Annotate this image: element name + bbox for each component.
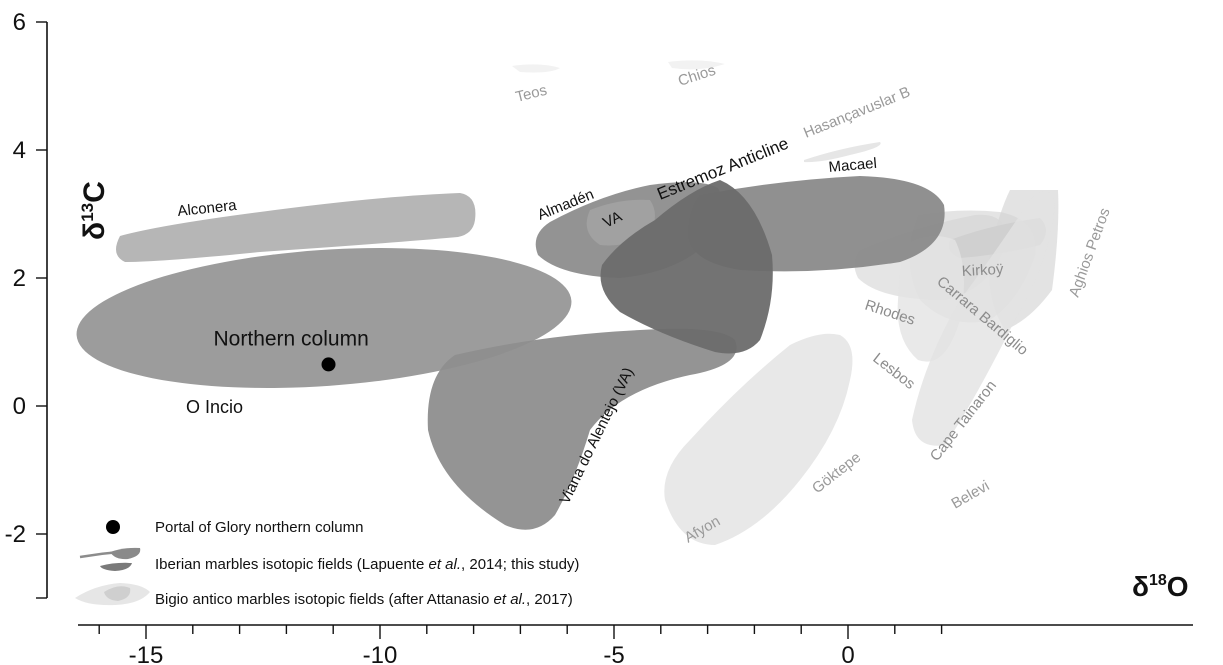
point-northern-column bbox=[321, 357, 336, 372]
label-va: VA bbox=[600, 208, 624, 232]
label-hasancavuslar: Hasançavuslar B bbox=[801, 83, 913, 141]
bigio-fields bbox=[512, 60, 1059, 545]
legend-iberian-swatch bbox=[79, 547, 141, 571]
y-tick-label: 6 bbox=[13, 9, 26, 36]
x-axis-title: δ18O bbox=[1132, 571, 1189, 602]
label-o-incio: O Incio bbox=[186, 397, 243, 417]
field-goktepe bbox=[664, 333, 853, 545]
x-tick-label: -5 bbox=[603, 642, 624, 665]
legend-bigio-swatch bbox=[75, 583, 150, 606]
field-alconera bbox=[116, 193, 476, 262]
label-lesbos: Lesbos bbox=[870, 350, 919, 393]
label-teos: Teos bbox=[514, 82, 549, 106]
x-tick-label: -15 bbox=[129, 642, 164, 665]
legend-entry-bigio: Bigio antico marbles isotopic fields (af… bbox=[75, 583, 573, 608]
label-aghios-petros: Aghios Petros bbox=[1066, 206, 1114, 300]
y-axis-title: δ13C bbox=[78, 181, 111, 240]
label-macael: Macael bbox=[828, 155, 878, 176]
y-tick-label: -2 bbox=[5, 521, 26, 548]
x-tick-label: 0 bbox=[841, 642, 854, 665]
legend: Portal of Glory northern column Iberian … bbox=[75, 519, 579, 608]
data-points: Northern column bbox=[214, 327, 369, 372]
field-chios bbox=[668, 60, 725, 70]
field-teos bbox=[512, 64, 560, 73]
label-belevi: Belevi bbox=[949, 477, 993, 512]
y-tick-label: 0 bbox=[13, 393, 26, 420]
field-viana-do-alentejo bbox=[427, 328, 737, 530]
legend-label-point: Portal of Glory northern column bbox=[155, 519, 363, 536]
y-tick-label: 2 bbox=[13, 265, 26, 292]
label-kirkoy: Kirkoÿ bbox=[961, 261, 1004, 280]
y-tick-label: 4 bbox=[13, 137, 26, 164]
legend-label-bigio: Bigio antico marbles isotopic fields (af… bbox=[155, 591, 573, 608]
y-axis: -2 0 2 4 6 bbox=[5, 9, 48, 599]
field-o-incio bbox=[76, 247, 572, 389]
legend-entry-point: Portal of Glory northern column bbox=[106, 519, 363, 536]
iberian-fields bbox=[76, 176, 945, 530]
x-axis: -15 -10 -5 0 bbox=[78, 624, 1193, 665]
legend-label-iberian: Iberian marbles isotopic fields (Lapuent… bbox=[155, 556, 579, 573]
field-cape-tainaron bbox=[912, 191, 1055, 446]
point-label-northern-column: Northern column bbox=[214, 327, 369, 350]
legend-entry-iberian: Iberian marbles isotopic fields (Lapuent… bbox=[79, 547, 579, 573]
field-hasancavuslar bbox=[804, 142, 881, 163]
x-tick-label: -10 bbox=[363, 642, 398, 665]
label-alconera: Alconera bbox=[177, 197, 238, 220]
field-estremoz-anticline bbox=[600, 180, 773, 354]
legend-point-marker bbox=[106, 520, 120, 534]
